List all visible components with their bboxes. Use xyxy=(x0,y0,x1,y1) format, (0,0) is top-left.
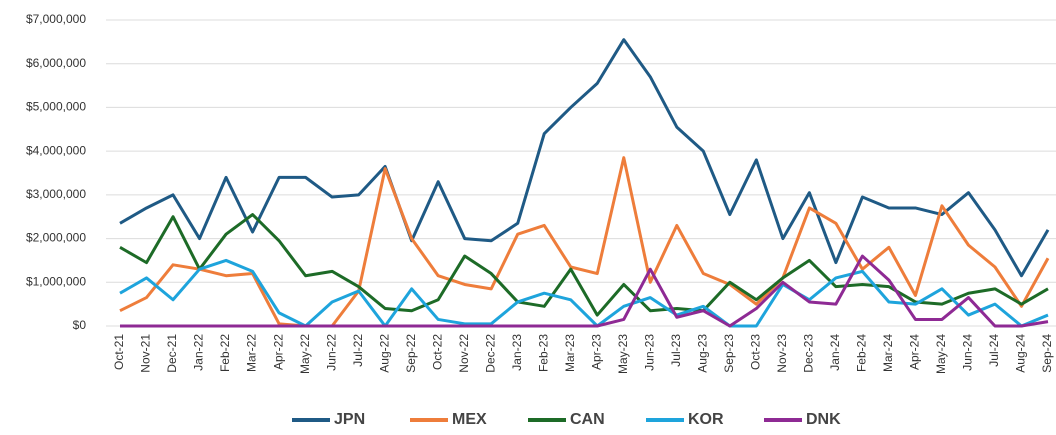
x-tick-label: Jun-24 xyxy=(961,334,975,371)
x-tick-label: Sep-24 xyxy=(1040,334,1054,373)
x-tick-label: May-23 xyxy=(616,334,630,374)
x-tick-label: Oct-22 xyxy=(430,334,444,370)
x-tick-label: Jan-22 xyxy=(192,334,206,371)
x-tick-label: Aug-24 xyxy=(1014,334,1028,373)
y-tick-label: $5,000,000 xyxy=(26,100,86,114)
x-tick-label: Aug-22 xyxy=(377,334,391,373)
x-tick-label: Mar-22 xyxy=(245,334,259,372)
x-tick-label: Dec-21 xyxy=(165,334,179,373)
x-tick-label: May-24 xyxy=(934,334,948,374)
x-tick-label: Nov-21 xyxy=(139,334,153,373)
x-tick-label: Dec-22 xyxy=(483,334,497,373)
x-tick-label: Apr-23 xyxy=(589,334,603,370)
x-tick-label: Jun-22 xyxy=(324,334,338,371)
x-tick-label: Oct-23 xyxy=(749,334,763,370)
x-tick-label: Aug-23 xyxy=(695,334,709,373)
series-line xyxy=(120,254,1049,328)
x-tick-label: Jul-23 xyxy=(669,334,683,367)
x-tick-label: Nov-23 xyxy=(775,334,789,373)
x-tick-label: Dec-23 xyxy=(802,334,816,373)
x-tick-label: Oct-21 xyxy=(112,334,126,370)
y-tick-label: $0 xyxy=(73,318,87,332)
x-tick-label: Jun-23 xyxy=(642,334,656,371)
x-tick-label: Apr-24 xyxy=(908,334,922,370)
x-tick-label: Feb-22 xyxy=(218,334,232,372)
legend-label: JPN xyxy=(334,411,365,428)
x-tick-label: Jan-24 xyxy=(828,334,842,371)
x-tick-label: Mar-23 xyxy=(563,334,577,372)
x-tick-label: Apr-22 xyxy=(271,334,285,370)
series-line xyxy=(119,213,1049,317)
series-line xyxy=(119,258,1049,328)
y-tick-label: $1,000,000 xyxy=(26,274,86,288)
x-tick-label: Nov-22 xyxy=(457,334,471,373)
x-tick-label: Jul-22 xyxy=(351,334,365,367)
x-tick-label: Sep-23 xyxy=(722,334,736,373)
y-tick-label: $7,000,000 xyxy=(26,12,86,26)
x-tick-label: Feb-23 xyxy=(536,334,550,372)
series-line xyxy=(119,156,1050,328)
y-tick-label: $6,000,000 xyxy=(26,56,86,70)
x-tick-label: Feb-24 xyxy=(855,334,869,372)
legend-label: DNK xyxy=(806,411,841,428)
y-tick-label: $2,000,000 xyxy=(26,231,86,245)
x-tick-label: May-22 xyxy=(298,334,312,374)
x-tick-label: Jul-24 xyxy=(987,334,1001,367)
x-tick-label: Mar-24 xyxy=(881,334,895,372)
y-tick-label: $3,000,000 xyxy=(26,187,86,201)
legend-label: CAN xyxy=(570,411,605,428)
x-tick-label: Sep-22 xyxy=(404,334,418,373)
legend-label: MEX xyxy=(452,411,487,428)
legend-label: KOR xyxy=(688,411,724,428)
series-line xyxy=(119,38,1050,278)
x-tick-label: Jan-23 xyxy=(510,334,524,371)
y-tick-label: $4,000,000 xyxy=(26,143,86,157)
